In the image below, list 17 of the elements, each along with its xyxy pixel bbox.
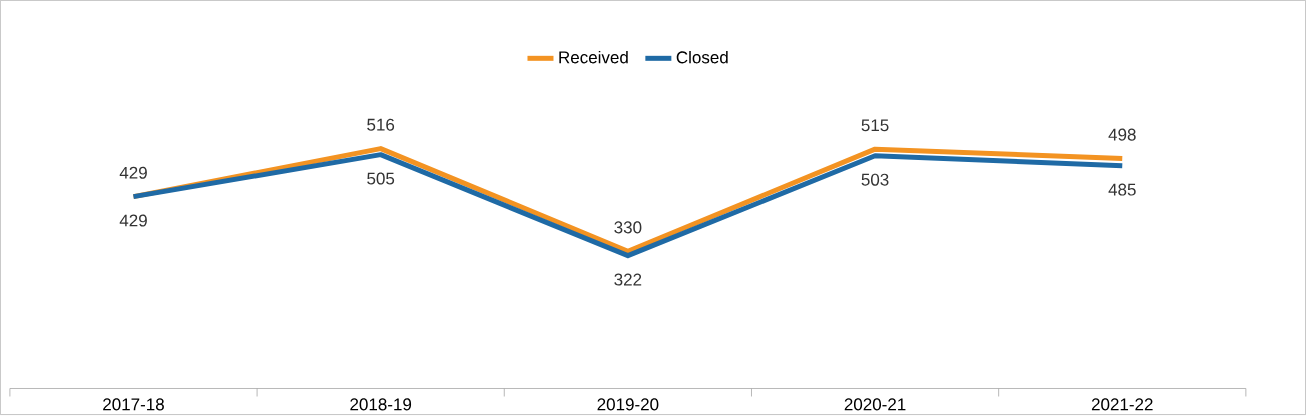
legend-label: Received [559, 50, 628, 64]
x-tick-label: 2019-20 [597, 398, 659, 411]
x-tick-label: 2017-18 [103, 398, 164, 411]
data-label: 516 [367, 118, 395, 131]
x-tick-label: 2020-21 [844, 398, 906, 411]
data-label: 485 [1108, 183, 1136, 196]
data-label: 322 [614, 273, 642, 286]
data-label: 515 [861, 119, 889, 132]
data-label: 330 [614, 221, 642, 234]
x-tick-label: 2021-22 [1091, 398, 1153, 411]
data-label: 429 [119, 214, 147, 227]
legend-label: Closed [676, 50, 728, 64]
x-tick-label: 2018-19 [350, 398, 412, 411]
data-label: 503 [861, 173, 889, 186]
data-label: 505 [367, 172, 395, 185]
data-label: 429 [119, 166, 147, 179]
data-label: 498 [1108, 128, 1136, 141]
